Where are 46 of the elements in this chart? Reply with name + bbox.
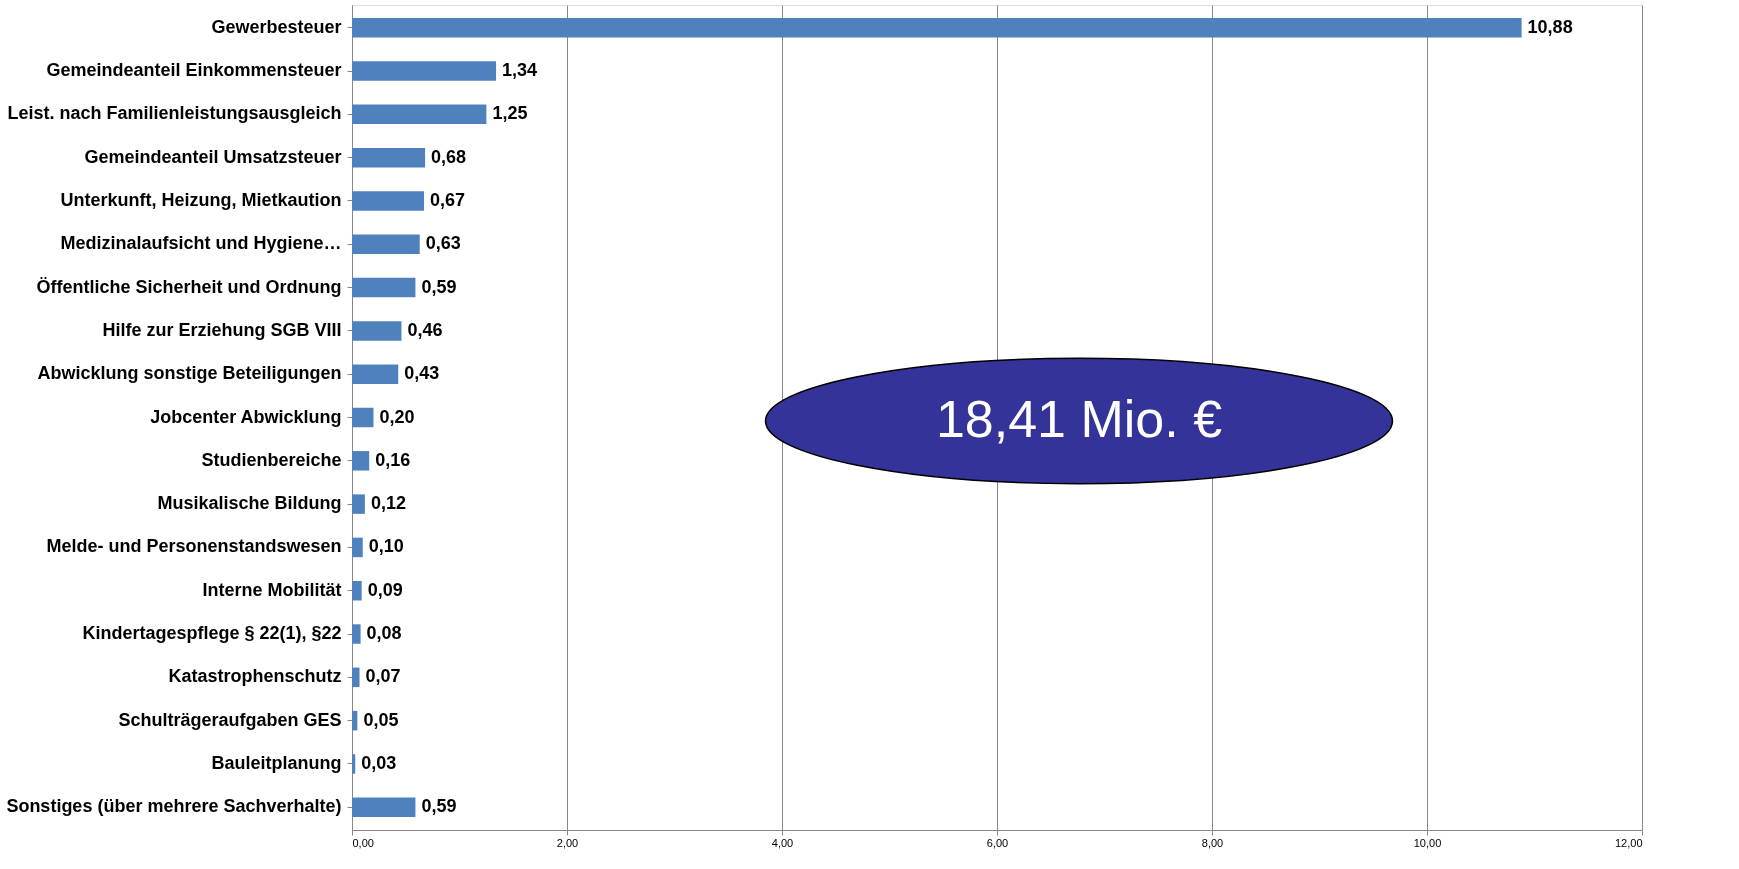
data-label: 10,88 <box>1527 16 1573 37</box>
data-label: 0,20 <box>379 406 415 427</box>
data-label: 0,63 <box>425 233 461 254</box>
y-tick-label: Gemeindeanteil Umsatzsteuer <box>84 146 342 167</box>
y-tick-label: Gewerbesteuer <box>211 16 342 37</box>
data-label: 0,07 <box>365 666 401 687</box>
x-tick-label: 2,00 <box>556 836 579 849</box>
y-tick-label: Abwicklung sonstige Beteiligungen <box>37 363 342 384</box>
data-label: 0,59 <box>421 796 457 817</box>
data-label: 0,59 <box>421 276 457 297</box>
x-tick-label: 10,00 <box>1413 836 1442 849</box>
y-tick-label: Unterkunft, Heizung, Mietkaution <box>60 189 342 210</box>
annotation: 18,41 Mio. € <box>935 390 1223 448</box>
y-tick-label: Medizinalaufsicht und Hygiene… <box>60 233 342 254</box>
data-label: 0,08 <box>366 623 402 644</box>
y-tick-label: Hilfe zur Erziehung SGB VIII <box>102 319 342 340</box>
data-label: 1,34 <box>502 60 538 81</box>
x-tick-label: 12,00 <box>1614 836 1643 849</box>
data-label: 0,43 <box>404 363 440 384</box>
y-tick-label: Kindertagespflege § 22(1), §22 <box>82 623 342 644</box>
y-tick-label: Schulträgeraufgaben GES <box>118 709 342 730</box>
y-tick-label: Melde- und Personenstandswesen <box>46 536 342 557</box>
x-tick-label: 0,00 <box>352 836 374 849</box>
y-tick-label: Studienbereiche <box>201 449 342 470</box>
y-tick-label: Sonstiges (über mehrere Sachverhalte) <box>6 796 342 817</box>
x-tick-label: 6,00 <box>986 836 1009 849</box>
x-tick-label: 4,00 <box>771 836 794 849</box>
data-label: 0,03 <box>361 752 397 773</box>
y-tick-label: Leist. nach Familienleistungsausgleich <box>7 103 342 124</box>
data-label: 0,16 <box>375 449 411 470</box>
x-tick-label: 8,00 <box>1201 836 1224 849</box>
data-label: 1,25 <box>492 103 528 124</box>
y-tick-label: Bauleitplanung <box>211 752 342 773</box>
data-label: 0,68 <box>431 146 467 167</box>
data-label: 0,12 <box>370 493 406 514</box>
y-tick-label: Musikalische Bildung <box>157 493 342 514</box>
data-label: 0,05 <box>363 709 399 730</box>
y-tick-label: Gemeindeanteil Einkommensteuer <box>46 60 342 81</box>
data-label: 0,46 <box>407 319 443 340</box>
data-label: 0,09 <box>367 579 403 600</box>
data-label: 0,67 <box>430 189 466 210</box>
y-tick-label: Jobcenter Abwicklung <box>150 406 342 427</box>
data-label: 0,10 <box>368 536 404 557</box>
y-tick-label: Öffentliche Sicherheit und Ordnung <box>36 276 342 297</box>
y-tick-label: Katastrophenschutz <box>168 666 342 687</box>
y-tick-label: Interne Mobilität <box>202 579 342 600</box>
